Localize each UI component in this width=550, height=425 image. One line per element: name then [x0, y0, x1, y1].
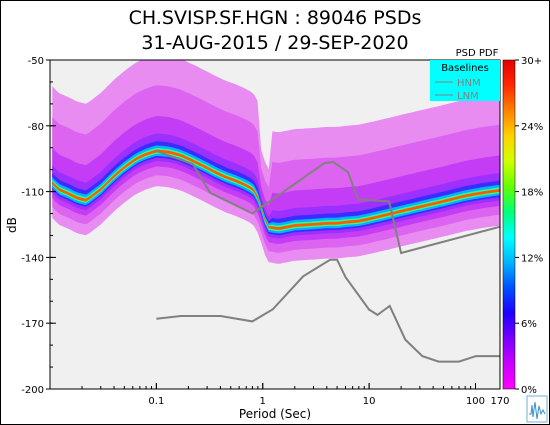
- colorbar-tick-label: 0%: [521, 385, 537, 396]
- chart-title-line2: 31-AUG-2015 / 29-SEP-2020: [141, 32, 408, 54]
- legend-title: Baselines: [441, 63, 489, 74]
- plot-border: [49, 59, 501, 390]
- station-logo: [526, 395, 548, 423]
- logo-box: [526, 395, 548, 423]
- colorbar-tick-label: 12%: [521, 253, 543, 264]
- x-axis: 0.1 1 10 100 170: [49, 383, 510, 407]
- noise-model-baselines: [156, 150, 500, 363]
- x-tick-label: 10: [363, 396, 376, 407]
- colorbar-tick-label: 6%: [521, 319, 537, 330]
- y-axis-label: dB: [5, 217, 19, 233]
- colorbar-tick-label: 30+: [521, 56, 542, 67]
- colorbar: [502, 59, 516, 390]
- colorbar-label: PSD PDF: [456, 48, 499, 59]
- y-tick-label: -50: [28, 56, 44, 67]
- y-tick-label: -110: [21, 188, 44, 199]
- y-tick-label: -80: [28, 122, 44, 133]
- colorbar-tick-label: 24%: [521, 122, 543, 133]
- y-tick-label: -170: [21, 319, 44, 330]
- y-axis: -50 -80 -110 -140 -170 -200: [21, 56, 56, 396]
- baseline-lnm: [156, 258, 500, 363]
- y-tick-label: -200: [21, 385, 44, 396]
- legend: Baselines HNM LNM: [430, 60, 500, 102]
- legend-hnm-label: HNM: [457, 78, 481, 89]
- colorbar-ticks: 30+ 24% 18% 12% 6% 0%: [515, 56, 543, 396]
- legend-box: [430, 60, 500, 101]
- seismogram-icon: [529, 401, 546, 420]
- legend-lnm-label: LNM: [457, 91, 479, 102]
- x-tick-label: 1: [260, 396, 266, 407]
- psd-density-field: [52, 60, 500, 264]
- x-tick-label: 100: [466, 396, 485, 407]
- x-tick-label: 0.1: [148, 396, 164, 407]
- density-band-5: [52, 145, 500, 234]
- colorbar-tick-label: 18%: [521, 188, 543, 199]
- y-tick-label: -140: [21, 253, 44, 264]
- chart-title-line1: CH.SVISP.SF.HGN : 89046 PSDs: [129, 7, 422, 29]
- x-axis-label: Period (Sec): [239, 407, 311, 421]
- x-tick-label: 170: [490, 396, 509, 407]
- baseline-hnm: [156, 150, 500, 255]
